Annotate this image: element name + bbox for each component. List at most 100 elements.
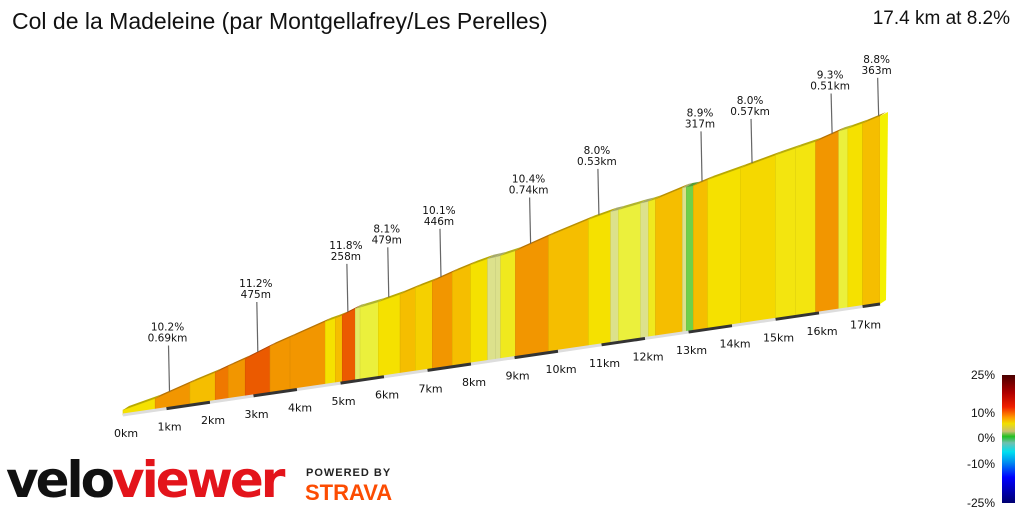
annotation-grade: 10.2% (151, 322, 184, 334)
annotation-length: 0.53km (577, 156, 617, 168)
profile-top-edge (500, 246, 522, 256)
baseline-km-band (731, 317, 776, 328)
profile-top-edge (452, 260, 477, 273)
profile-top-edge (815, 127, 845, 142)
gradient-segment (693, 179, 709, 332)
baseline-km-band (557, 343, 602, 353)
annotation-leader (346, 263, 349, 312)
x-tick-label: 13km (676, 344, 707, 357)
profile-top-edge (432, 268, 459, 282)
annotation-leader (256, 301, 259, 352)
profile-top-edge (548, 215, 595, 237)
baseline-km-band (862, 302, 881, 309)
gradient-segment (289, 321, 326, 391)
x-tick-label: 4km (288, 401, 312, 414)
annotation-length: 479m (372, 234, 402, 246)
profile-top-edge (618, 199, 647, 210)
logo-velo: velo (6, 451, 115, 509)
profile-top-edge (342, 304, 362, 316)
profile-top-edge (686, 181, 700, 187)
annotation-grade: 9.3% (817, 69, 844, 81)
x-tick-label: 15km (763, 331, 794, 344)
gradient-segment (515, 235, 549, 358)
profile-top-edge (415, 277, 439, 288)
x-tick-label: 14km (720, 338, 751, 351)
baseline-km-band (209, 394, 254, 404)
gradient-segment (740, 154, 776, 325)
annotation-grade: 8.9% (687, 107, 714, 119)
gradient-segment (838, 128, 849, 311)
annotation-leader (750, 118, 753, 163)
annotation-grade: 11.8% (329, 240, 362, 252)
profile-top-edge (648, 195, 662, 202)
gradient-segment (655, 187, 683, 338)
profile-top-edge (847, 119, 869, 129)
x-tick-label: 17km (850, 319, 881, 332)
gradient-segment (452, 264, 471, 368)
gradient-segment (359, 301, 379, 381)
annotation-length: 0.51km (810, 80, 850, 92)
profile-top-edge (775, 144, 802, 156)
profile-top-edge (795, 137, 822, 149)
profile-top-edge (640, 197, 655, 204)
profile-top-edge (470, 254, 494, 265)
gradient-segment (244, 345, 271, 398)
profile-end-face (880, 112, 888, 304)
strava-logo: STRAVA (305, 480, 393, 505)
gradient-segment (487, 256, 496, 362)
gradient-segment (495, 255, 501, 361)
profile-top-edge (228, 354, 252, 367)
x-tick-label: 3km (244, 408, 268, 421)
annotation-leader (439, 228, 442, 277)
baseline-km-band (514, 349, 559, 360)
baseline-km-band (688, 324, 733, 334)
x-tick-label: 10km (546, 363, 577, 376)
profile-top-edge (215, 362, 235, 373)
profile-top-edge (355, 303, 367, 309)
x-tick-label: 2km (201, 414, 225, 427)
annotation-leader (597, 168, 600, 215)
annotation-leader (167, 345, 171, 392)
gradient-segment (618, 202, 642, 343)
profile-top-edge (335, 311, 349, 319)
gradient-segment (355, 306, 361, 382)
profile-top-edge (862, 112, 886, 124)
gradient-segment (682, 186, 687, 334)
gradient-segment (588, 211, 611, 348)
profile-top-edge (189, 368, 222, 384)
profile-top-edge (155, 379, 196, 399)
gradient-segment (432, 271, 453, 370)
baseline-km-band (644, 330, 689, 340)
x-tick-label: 9km (506, 370, 530, 383)
baseline-km-band (253, 387, 298, 398)
profile-top-edge (693, 175, 714, 186)
profile-top-edge (495, 251, 507, 257)
annotation-length: 446m (424, 216, 454, 228)
annotation-grade: 8.8% (863, 54, 890, 66)
x-tick-label: 11km (589, 357, 620, 370)
profile-top-edge (360, 297, 385, 308)
powered-by-label: POWERED BY (306, 467, 392, 479)
profile-top-edge (655, 183, 689, 200)
gradient-segment (610, 209, 619, 344)
annotation-length: 475m (241, 289, 271, 301)
gradient-segment (378, 293, 401, 378)
baseline-km-band (427, 362, 472, 372)
annotation-grade: 10.4% (512, 173, 545, 185)
profile-top-edge (487, 252, 502, 259)
annotation-grade: 11.2% (239, 278, 272, 290)
gradient-segment (325, 317, 336, 386)
gradient-segment (707, 167, 741, 330)
gradient-segment (795, 141, 816, 317)
annotation-leader (877, 77, 880, 116)
baseline-km-band (296, 381, 341, 391)
annotation-length: 0.69km (148, 333, 188, 345)
baseline-km-band (383, 368, 428, 379)
profile-top-edge (270, 333, 297, 347)
x-tick-label: 6km (375, 389, 399, 402)
profile-top-edge (325, 314, 342, 322)
profile-top-edge (682, 182, 693, 188)
x-tick-label: 12km (633, 350, 664, 363)
gradient-segment (341, 308, 356, 384)
annotation-grade: 8.1% (373, 223, 400, 235)
